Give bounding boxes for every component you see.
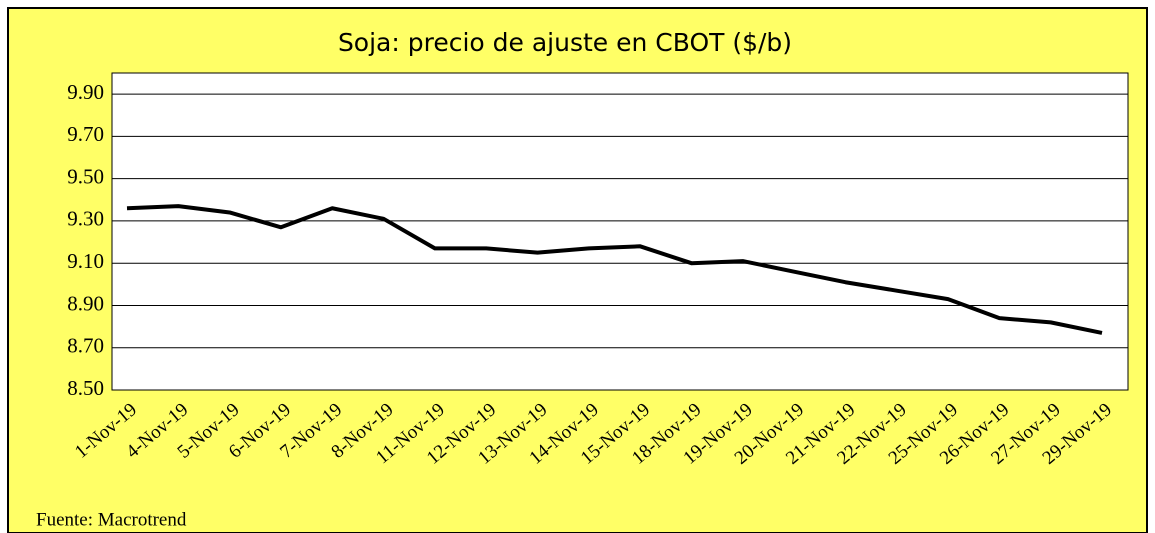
y-tick-label: 8.50 [67, 376, 104, 400]
source: Fuente: Macrotrend [36, 509, 187, 530]
y-tick-label: 9.10 [67, 249, 104, 273]
y-tick-label: 9.70 [67, 122, 104, 146]
y-tick-label: 9.30 [67, 207, 104, 231]
y-tick-label: 8.70 [67, 334, 104, 358]
y-tick-label: 9.50 [67, 164, 104, 188]
y-tick-label: 8.90 [67, 291, 104, 315]
plot-area [111, 72, 1129, 391]
y-tick-label: 9.90 [67, 80, 104, 104]
chart-title: Soja: precio de ajuste en CBOT ($/b) [338, 28, 792, 57]
line [126, 204, 1103, 335]
